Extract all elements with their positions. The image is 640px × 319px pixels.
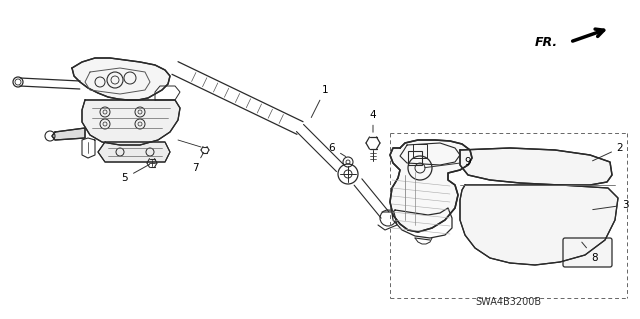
Polygon shape <box>82 100 180 145</box>
Polygon shape <box>98 142 170 162</box>
Text: 5: 5 <box>122 164 150 183</box>
Text: 1: 1 <box>311 85 328 117</box>
Polygon shape <box>72 58 170 100</box>
Text: 7: 7 <box>192 152 204 173</box>
Bar <box>408 151 422 165</box>
Text: FR.: FR. <box>535 35 558 48</box>
Polygon shape <box>390 140 472 232</box>
Text: 8: 8 <box>582 242 598 263</box>
Text: 6: 6 <box>329 143 346 157</box>
Text: 4: 4 <box>370 110 376 132</box>
Polygon shape <box>460 185 618 265</box>
FancyBboxPatch shape <box>563 238 612 267</box>
Text: 3: 3 <box>593 200 628 210</box>
Polygon shape <box>52 128 85 140</box>
Text: SWA4B3200B: SWA4B3200B <box>475 297 541 307</box>
Text: 9: 9 <box>425 157 471 168</box>
Text: 2: 2 <box>593 143 623 161</box>
Polygon shape <box>460 148 612 185</box>
Bar <box>413 144 427 158</box>
